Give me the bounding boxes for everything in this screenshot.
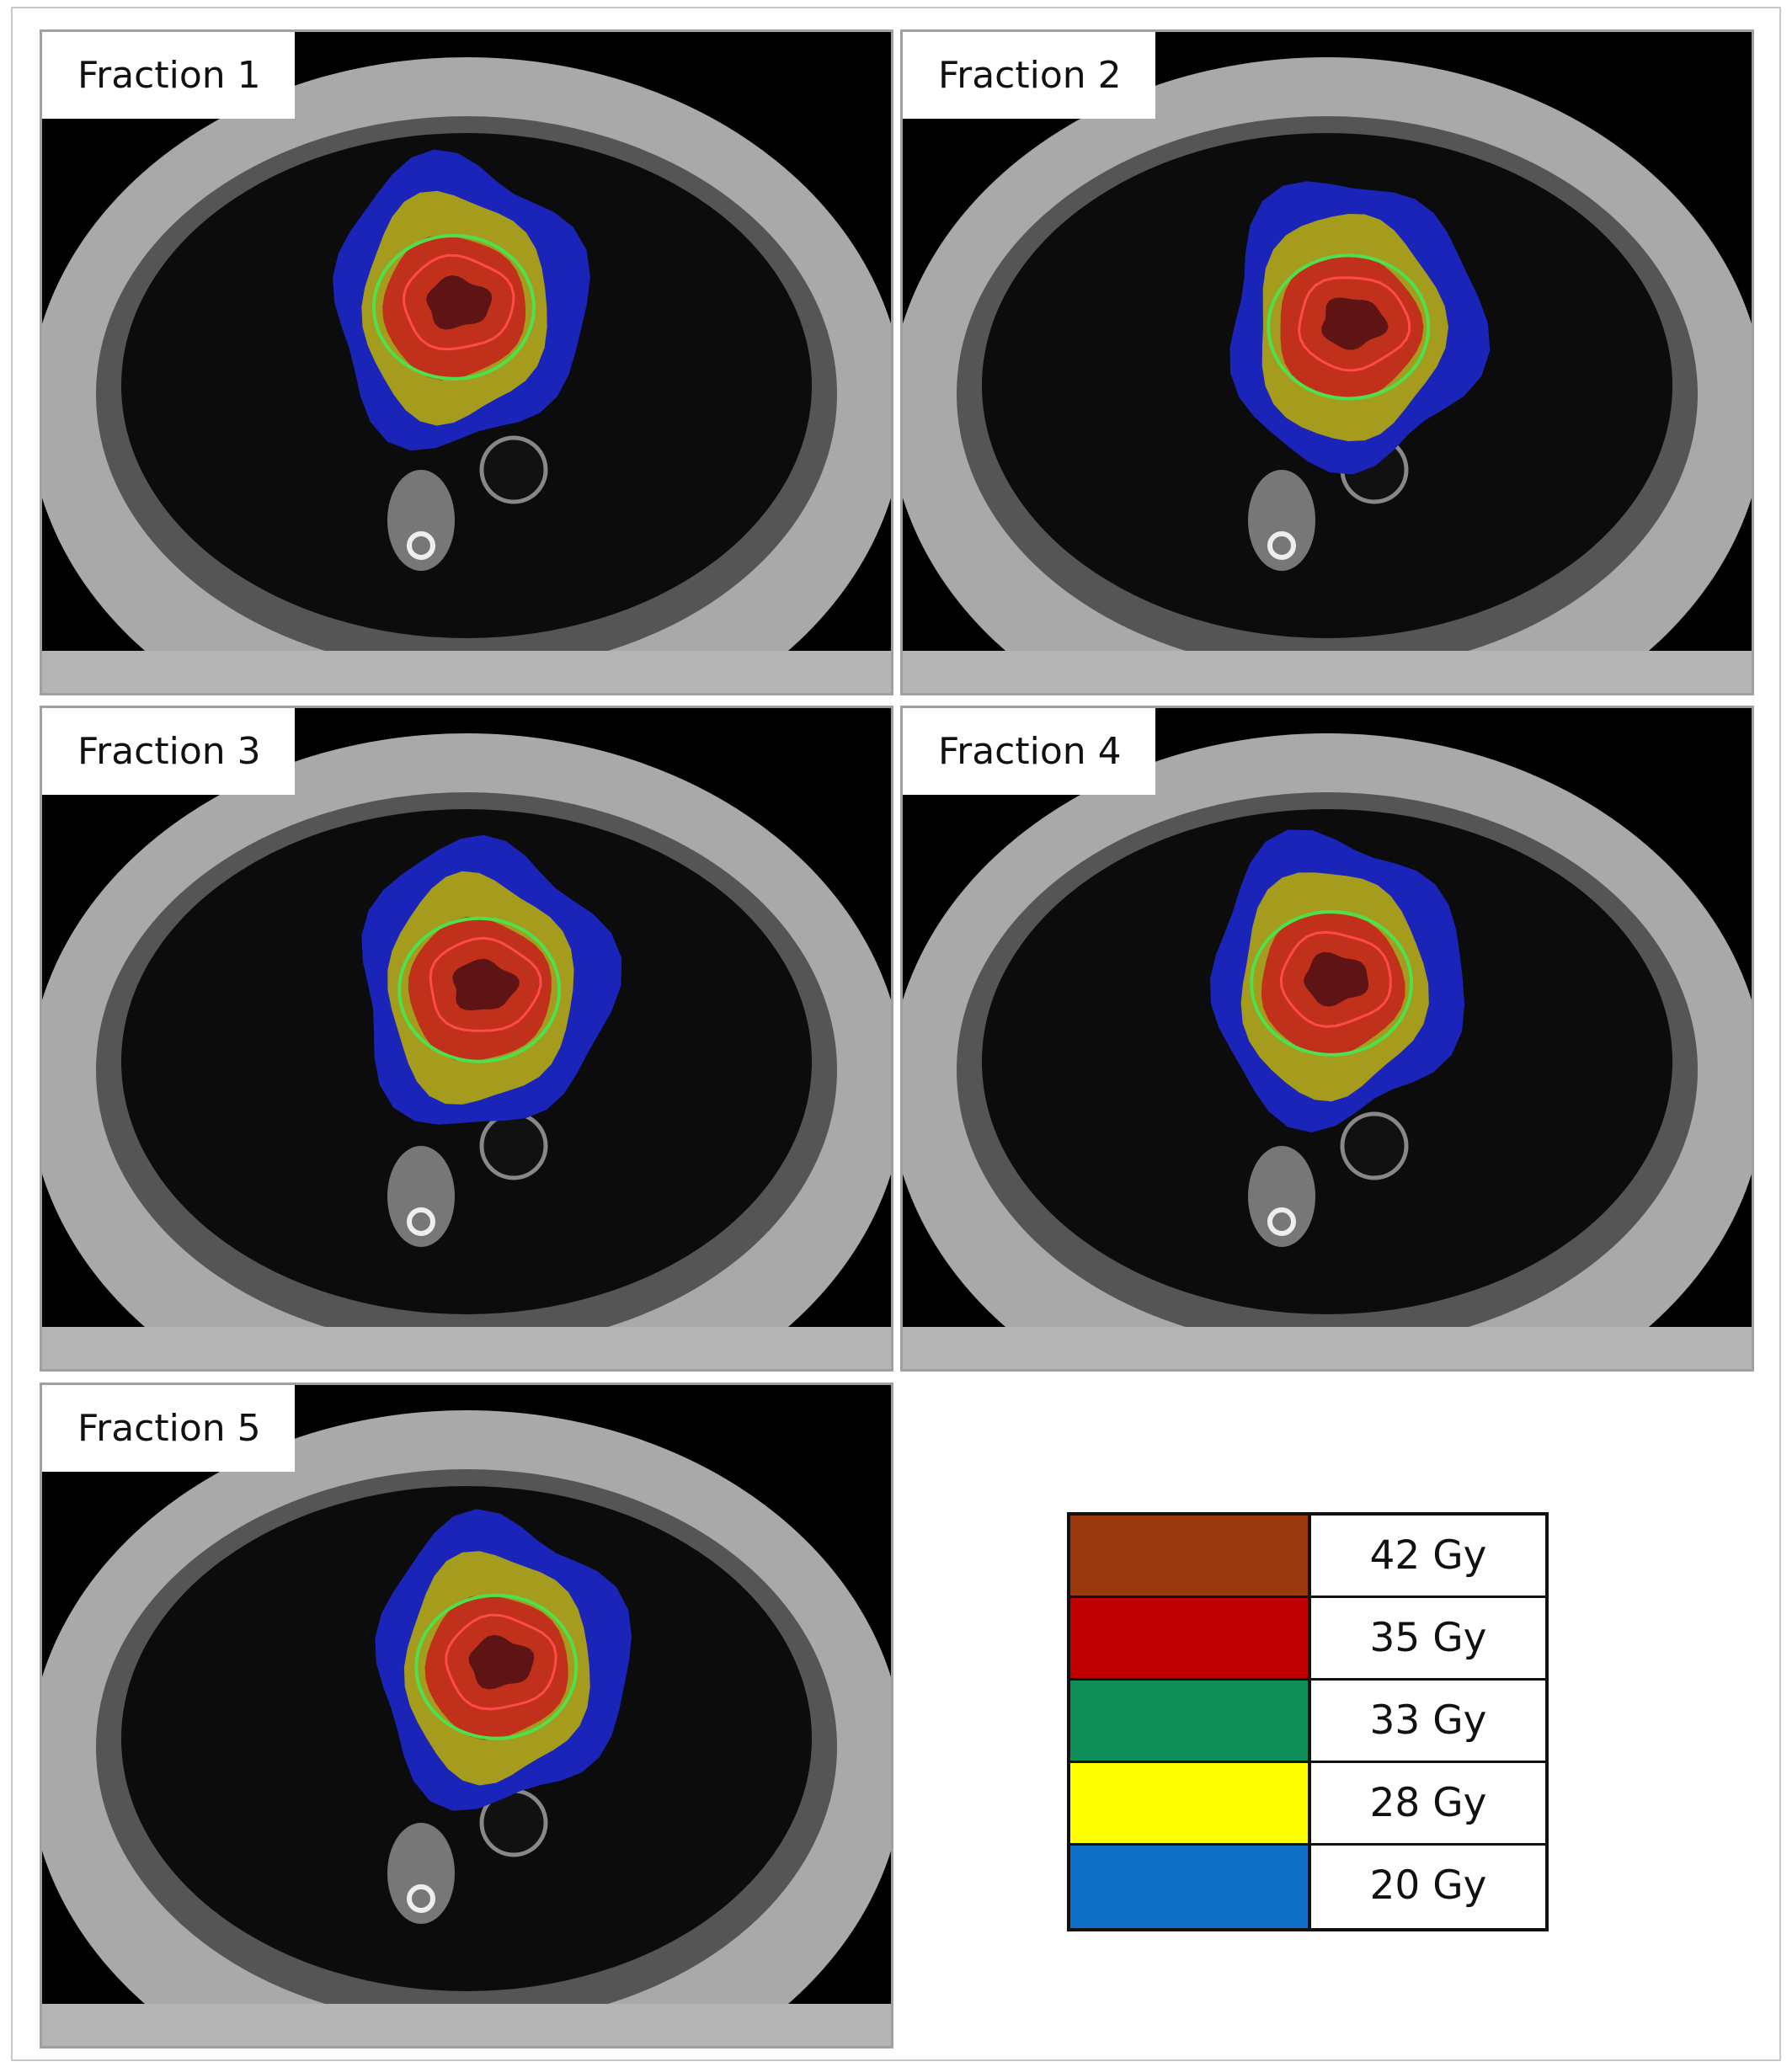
mri-panel: Fraction 3: [40, 706, 893, 1372]
dose-42: [452, 958, 520, 1011]
spine: [1248, 1146, 1315, 1247]
ptv-contour: [1267, 253, 1431, 401]
legend-swatch: [1070, 1681, 1311, 1761]
panel-label: Fraction 3: [42, 708, 295, 795]
ptv-contour: [1250, 909, 1414, 1057]
mri-image: [42, 733, 891, 1369]
spine: [387, 470, 455, 571]
spine: [387, 1146, 455, 1247]
legend-swatch: [1070, 1846, 1311, 1928]
spinal-canal: [407, 531, 435, 560]
spine: [1248, 470, 1315, 571]
legend-label: 33 Gy: [1369, 1697, 1487, 1744]
mri-panel: Fraction 4: [900, 706, 1754, 1372]
table: [903, 651, 1752, 693]
table: [903, 1327, 1752, 1369]
aorta: [479, 1111, 548, 1180]
dose-42: [468, 1634, 535, 1690]
legend-label: 42 Gy: [1369, 1532, 1487, 1579]
legend-row: 33 Gy: [1070, 1681, 1545, 1763]
panel-label: Fraction 4: [903, 708, 1155, 795]
spine: [387, 1823, 455, 1924]
legend-swatch: [1070, 1763, 1311, 1843]
panel-label: Fraction 2: [903, 32, 1155, 119]
gtv-contour: [429, 936, 542, 1032]
dose-42: [1304, 951, 1369, 1007]
ptv-contour: [371, 233, 536, 381]
gtv-contour: [1298, 276, 1411, 372]
gtv-contour: [1279, 930, 1392, 1028]
legend-swatch: [1070, 1516, 1311, 1596]
figure-frame: [11, 7, 1781, 2061]
gtv-contour: [445, 1613, 557, 1711]
mri-image: [903, 57, 1752, 693]
legend-swatch: [1070, 1598, 1311, 1678]
legend-row: 28 Gy: [1070, 1763, 1545, 1846]
table: [42, 651, 891, 693]
legend-label: 35 Gy: [1369, 1615, 1487, 1661]
dose-legend: 42 Gy 35 Gy 33 Gy 28 Gy 20 Gy: [1067, 1512, 1549, 1931]
dose-42: [426, 275, 493, 330]
mri-image: [42, 57, 891, 693]
ptv-contour: [397, 916, 562, 1063]
aorta: [479, 435, 548, 504]
mri-panel: Fraction 2: [900, 29, 1754, 695]
ptv-contour: [414, 1593, 579, 1740]
mri-panel: Fraction 5: [40, 1382, 893, 2048]
legend-row: 20 Gy: [1070, 1846, 1545, 1928]
panel-label: Fraction 1: [42, 32, 295, 119]
dose-42: [1321, 297, 1389, 350]
panel-label: Fraction 5: [42, 1385, 295, 1472]
table: [42, 2004, 891, 2046]
gtv-contour: [403, 253, 515, 351]
spinal-canal: [407, 1884, 435, 1913]
mri-image: [42, 1410, 891, 2046]
spinal-canal: [1267, 531, 1296, 560]
legend-row: 35 Gy: [1070, 1598, 1545, 1681]
mri-image: [903, 733, 1752, 1369]
spinal-canal: [1267, 1207, 1296, 1236]
legend-label: 20 Gy: [1369, 1862, 1487, 1909]
legend-label: 28 Gy: [1369, 1780, 1487, 1826]
aorta: [1340, 1111, 1409, 1180]
mri-panel: Fraction 1: [40, 29, 893, 695]
table: [42, 1327, 891, 1369]
spinal-canal: [407, 1207, 435, 1236]
legend-row: 42 Gy: [1070, 1516, 1545, 1598]
